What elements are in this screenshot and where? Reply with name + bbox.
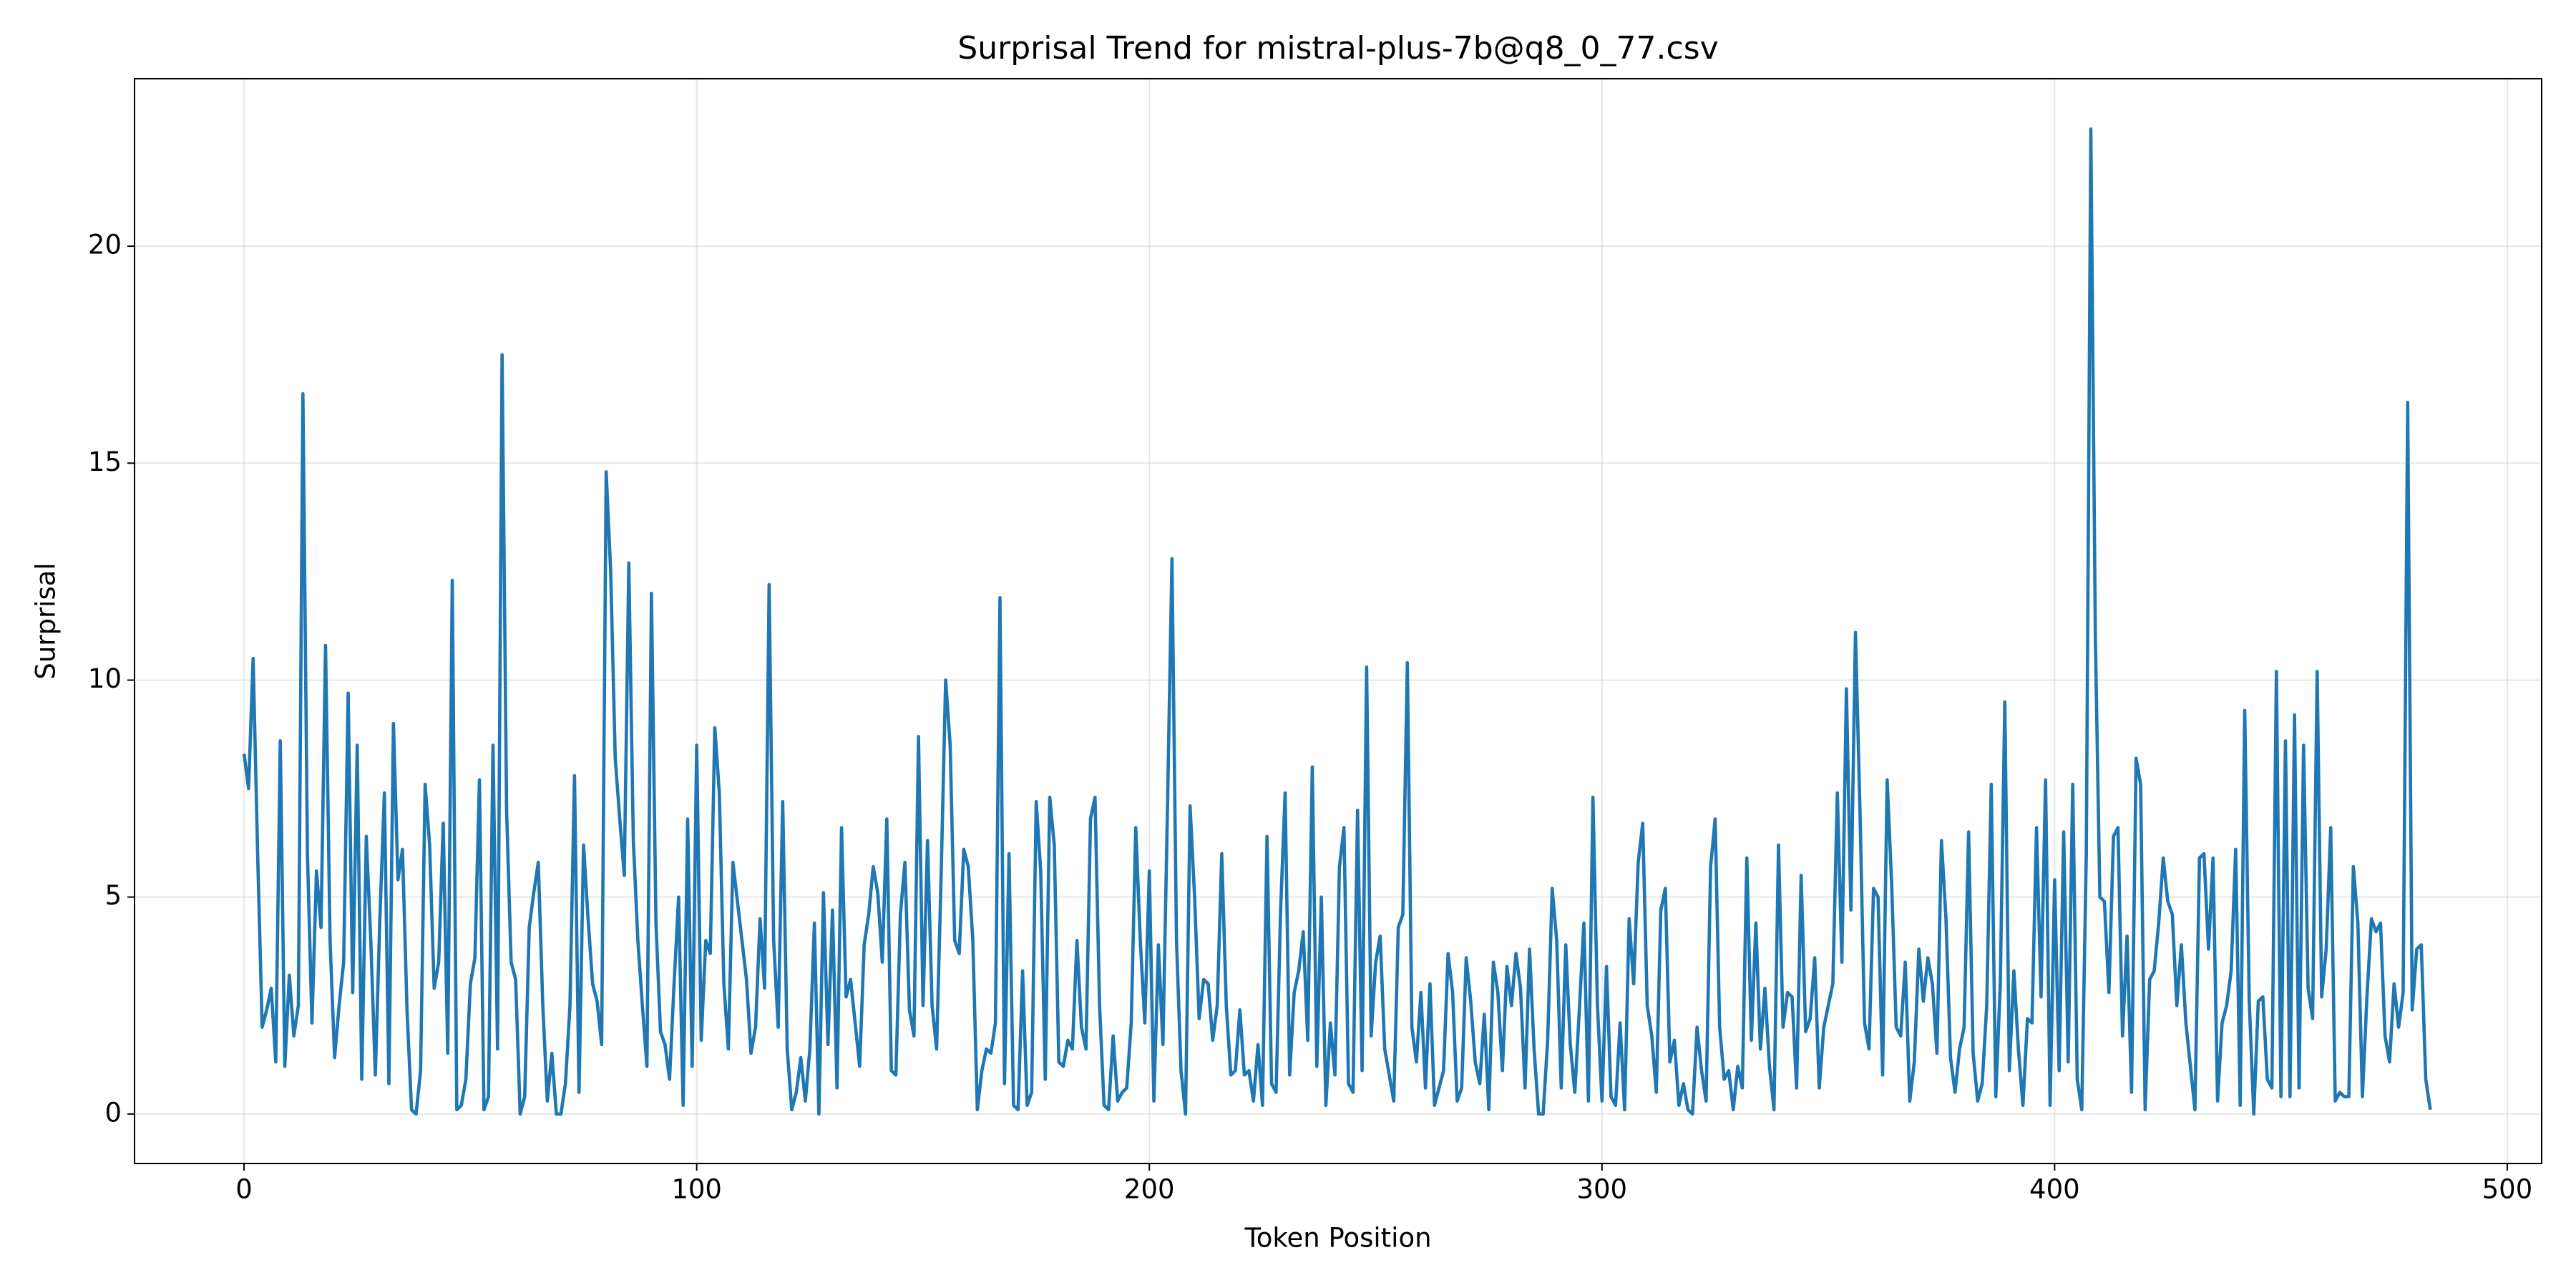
data-line <box>242 127 2432 1116</box>
y-tick-label: 15 <box>88 447 122 477</box>
y-tick-label: 20 <box>88 230 122 260</box>
x-tick-label: 300 <box>1576 1174 1627 1205</box>
x-tick-label: 0 <box>235 1174 253 1205</box>
y-tick-label: 5 <box>104 880 122 911</box>
plot-frame <box>134 78 2542 1164</box>
chart-title: Surprisal Trend for mistral-plus-7b@q8_0… <box>957 30 1718 67</box>
x-tick-label: 100 <box>671 1174 722 1205</box>
y-axis-label: Surprisal <box>31 562 62 679</box>
x-axis-label: Token Position <box>1244 1223 1431 1254</box>
y-tick-label: 10 <box>88 663 122 694</box>
y-tick-label: 0 <box>104 1097 122 1128</box>
x-tick-label: 400 <box>2029 1174 2080 1205</box>
x-tick-label: 200 <box>1124 1174 1175 1205</box>
x-tick-label: 500 <box>2482 1174 2533 1205</box>
